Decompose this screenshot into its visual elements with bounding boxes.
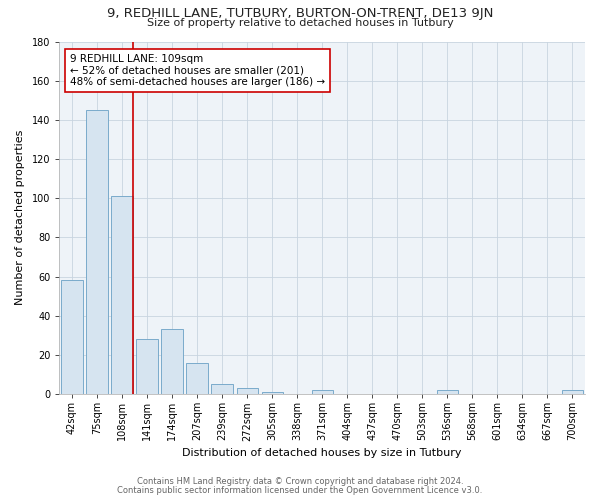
- Text: 9, REDHILL LANE, TUTBURY, BURTON-ON-TRENT, DE13 9JN: 9, REDHILL LANE, TUTBURY, BURTON-ON-TREN…: [107, 6, 493, 20]
- Y-axis label: Number of detached properties: Number of detached properties: [15, 130, 25, 306]
- Bar: [562, 390, 583, 394]
- Bar: [262, 392, 283, 394]
- Bar: [86, 110, 107, 394]
- Text: Contains public sector information licensed under the Open Government Licence v3: Contains public sector information licen…: [118, 486, 482, 495]
- Text: 9 REDHILL LANE: 109sqm
← 52% of detached houses are smaller (201)
48% of semi-de: 9 REDHILL LANE: 109sqm ← 52% of detached…: [70, 54, 325, 87]
- Bar: [61, 280, 83, 394]
- Text: Size of property relative to detached houses in Tutbury: Size of property relative to detached ho…: [146, 18, 454, 28]
- Text: Contains HM Land Registry data © Crown copyright and database right 2024.: Contains HM Land Registry data © Crown c…: [137, 477, 463, 486]
- Bar: [112, 196, 133, 394]
- Bar: [311, 390, 333, 394]
- Bar: [161, 330, 183, 394]
- Bar: [211, 384, 233, 394]
- Bar: [187, 363, 208, 394]
- Bar: [437, 390, 458, 394]
- Bar: [236, 388, 258, 394]
- X-axis label: Distribution of detached houses by size in Tutbury: Distribution of detached houses by size …: [182, 448, 462, 458]
- Bar: [136, 340, 158, 394]
